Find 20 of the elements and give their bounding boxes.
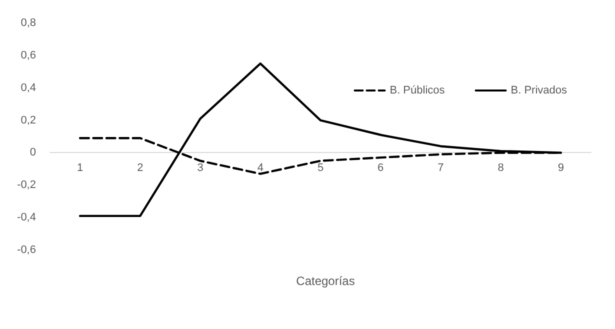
y-tick-label: -0,2: [17, 179, 36, 192]
legend-label: B. Públicos: [390, 84, 446, 96]
y-tick-label: 0,8: [20, 17, 36, 29]
x-tick-label: 8: [498, 162, 504, 174]
y-tick-label: 0,2: [20, 114, 36, 126]
y-tick-label: 0,6: [20, 49, 36, 62]
x-tick-label: 5: [317, 162, 324, 174]
y-tick-label: 0: [30, 146, 36, 159]
x-tick-label: 4: [257, 162, 264, 174]
x-tick-label: 1: [76, 162, 84, 174]
x-tick-label: 2: [137, 162, 144, 174]
y-tick-label: -0,4: [17, 212, 36, 224]
x-tick-label: 3: [197, 162, 204, 174]
y-tick-label: -0,6: [17, 244, 36, 256]
x-tick-label: 7: [438, 162, 444, 174]
y-tick-label: 0,4: [20, 82, 36, 94]
x-tick-label: 9: [558, 162, 564, 174]
x-tick-label: 6: [378, 162, 384, 174]
x-axis-title: Categorías: [296, 274, 355, 288]
legend-label: B. Privados: [510, 84, 568, 96]
